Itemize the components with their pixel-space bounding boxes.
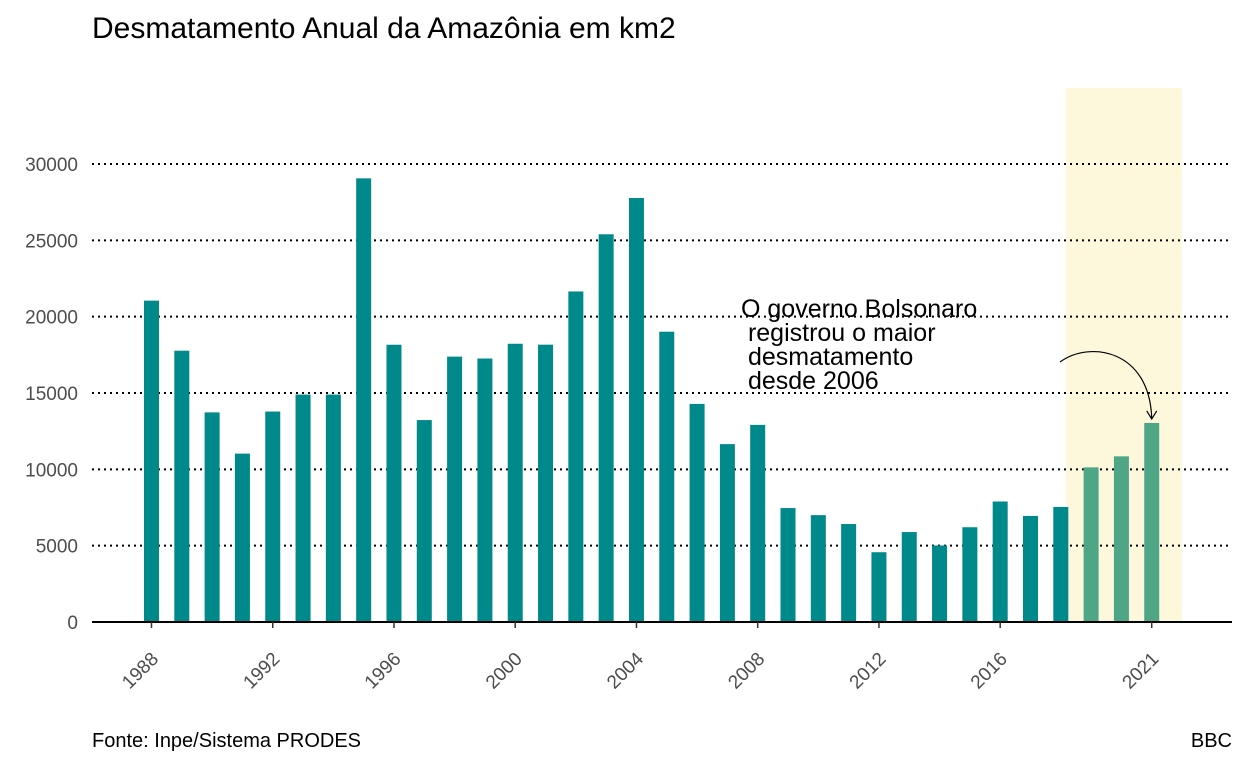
bar xyxy=(659,331,675,622)
x-tick-label: 2004 xyxy=(603,648,648,693)
bar xyxy=(234,453,250,622)
bar xyxy=(1053,506,1069,622)
bar xyxy=(356,178,372,622)
x-tick-label: 1988 xyxy=(118,649,163,694)
bar xyxy=(325,394,341,622)
bar xyxy=(568,291,584,622)
bar xyxy=(1144,422,1160,622)
bar xyxy=(538,344,554,622)
bar xyxy=(901,532,917,622)
chart-title: Desmatamento Anual da Amazônia em km2 xyxy=(92,12,676,45)
x-tick-label: 2016 xyxy=(967,649,1012,694)
bar xyxy=(386,344,402,622)
annotation-text: O governo Bolsonaro registrou o maior de… xyxy=(741,295,978,395)
x-tick-label: 2000 xyxy=(482,649,527,694)
x-tick-label: 2008 xyxy=(724,649,769,694)
bar xyxy=(174,350,190,622)
x-tick-label: 2012 xyxy=(846,649,891,694)
y-tick-label: 0 xyxy=(67,613,78,634)
bar xyxy=(780,508,796,622)
bar xyxy=(598,234,614,623)
bar xyxy=(447,356,463,622)
y-tick-label: 20000 xyxy=(25,308,78,329)
bar xyxy=(689,403,705,622)
x-tick-label: 1992 xyxy=(240,649,285,694)
bar xyxy=(1022,515,1038,622)
bar xyxy=(992,501,1008,622)
bar xyxy=(507,343,523,622)
bar xyxy=(962,527,978,622)
x-tick-label: 2021 xyxy=(1119,649,1164,694)
y-tick-label: 10000 xyxy=(25,460,78,481)
y-tick-label: 30000 xyxy=(25,155,78,176)
arrowhead xyxy=(1146,410,1158,421)
source-note: Fonte: Inpe/Sistema PRODES xyxy=(92,730,362,752)
bar xyxy=(1083,467,1099,622)
bar xyxy=(144,300,159,622)
brand-label: BBC xyxy=(1190,730,1232,752)
bar xyxy=(265,411,281,622)
bar xyxy=(477,358,493,622)
bar xyxy=(1113,456,1129,622)
y-tick-label: 15000 xyxy=(25,384,78,405)
bar xyxy=(628,198,644,622)
bar xyxy=(810,515,826,622)
bar xyxy=(932,545,948,622)
bar xyxy=(871,552,887,622)
bar xyxy=(295,394,311,622)
bar xyxy=(719,444,735,622)
annotation-arrow xyxy=(1059,350,1153,419)
y-tick-label: 25000 xyxy=(25,231,78,252)
bar xyxy=(416,420,432,622)
x-tick-label: 1996 xyxy=(361,649,406,694)
bar xyxy=(204,412,220,622)
y-tick-label: 5000 xyxy=(36,537,78,558)
bar xyxy=(750,424,766,622)
bar xyxy=(841,524,857,622)
